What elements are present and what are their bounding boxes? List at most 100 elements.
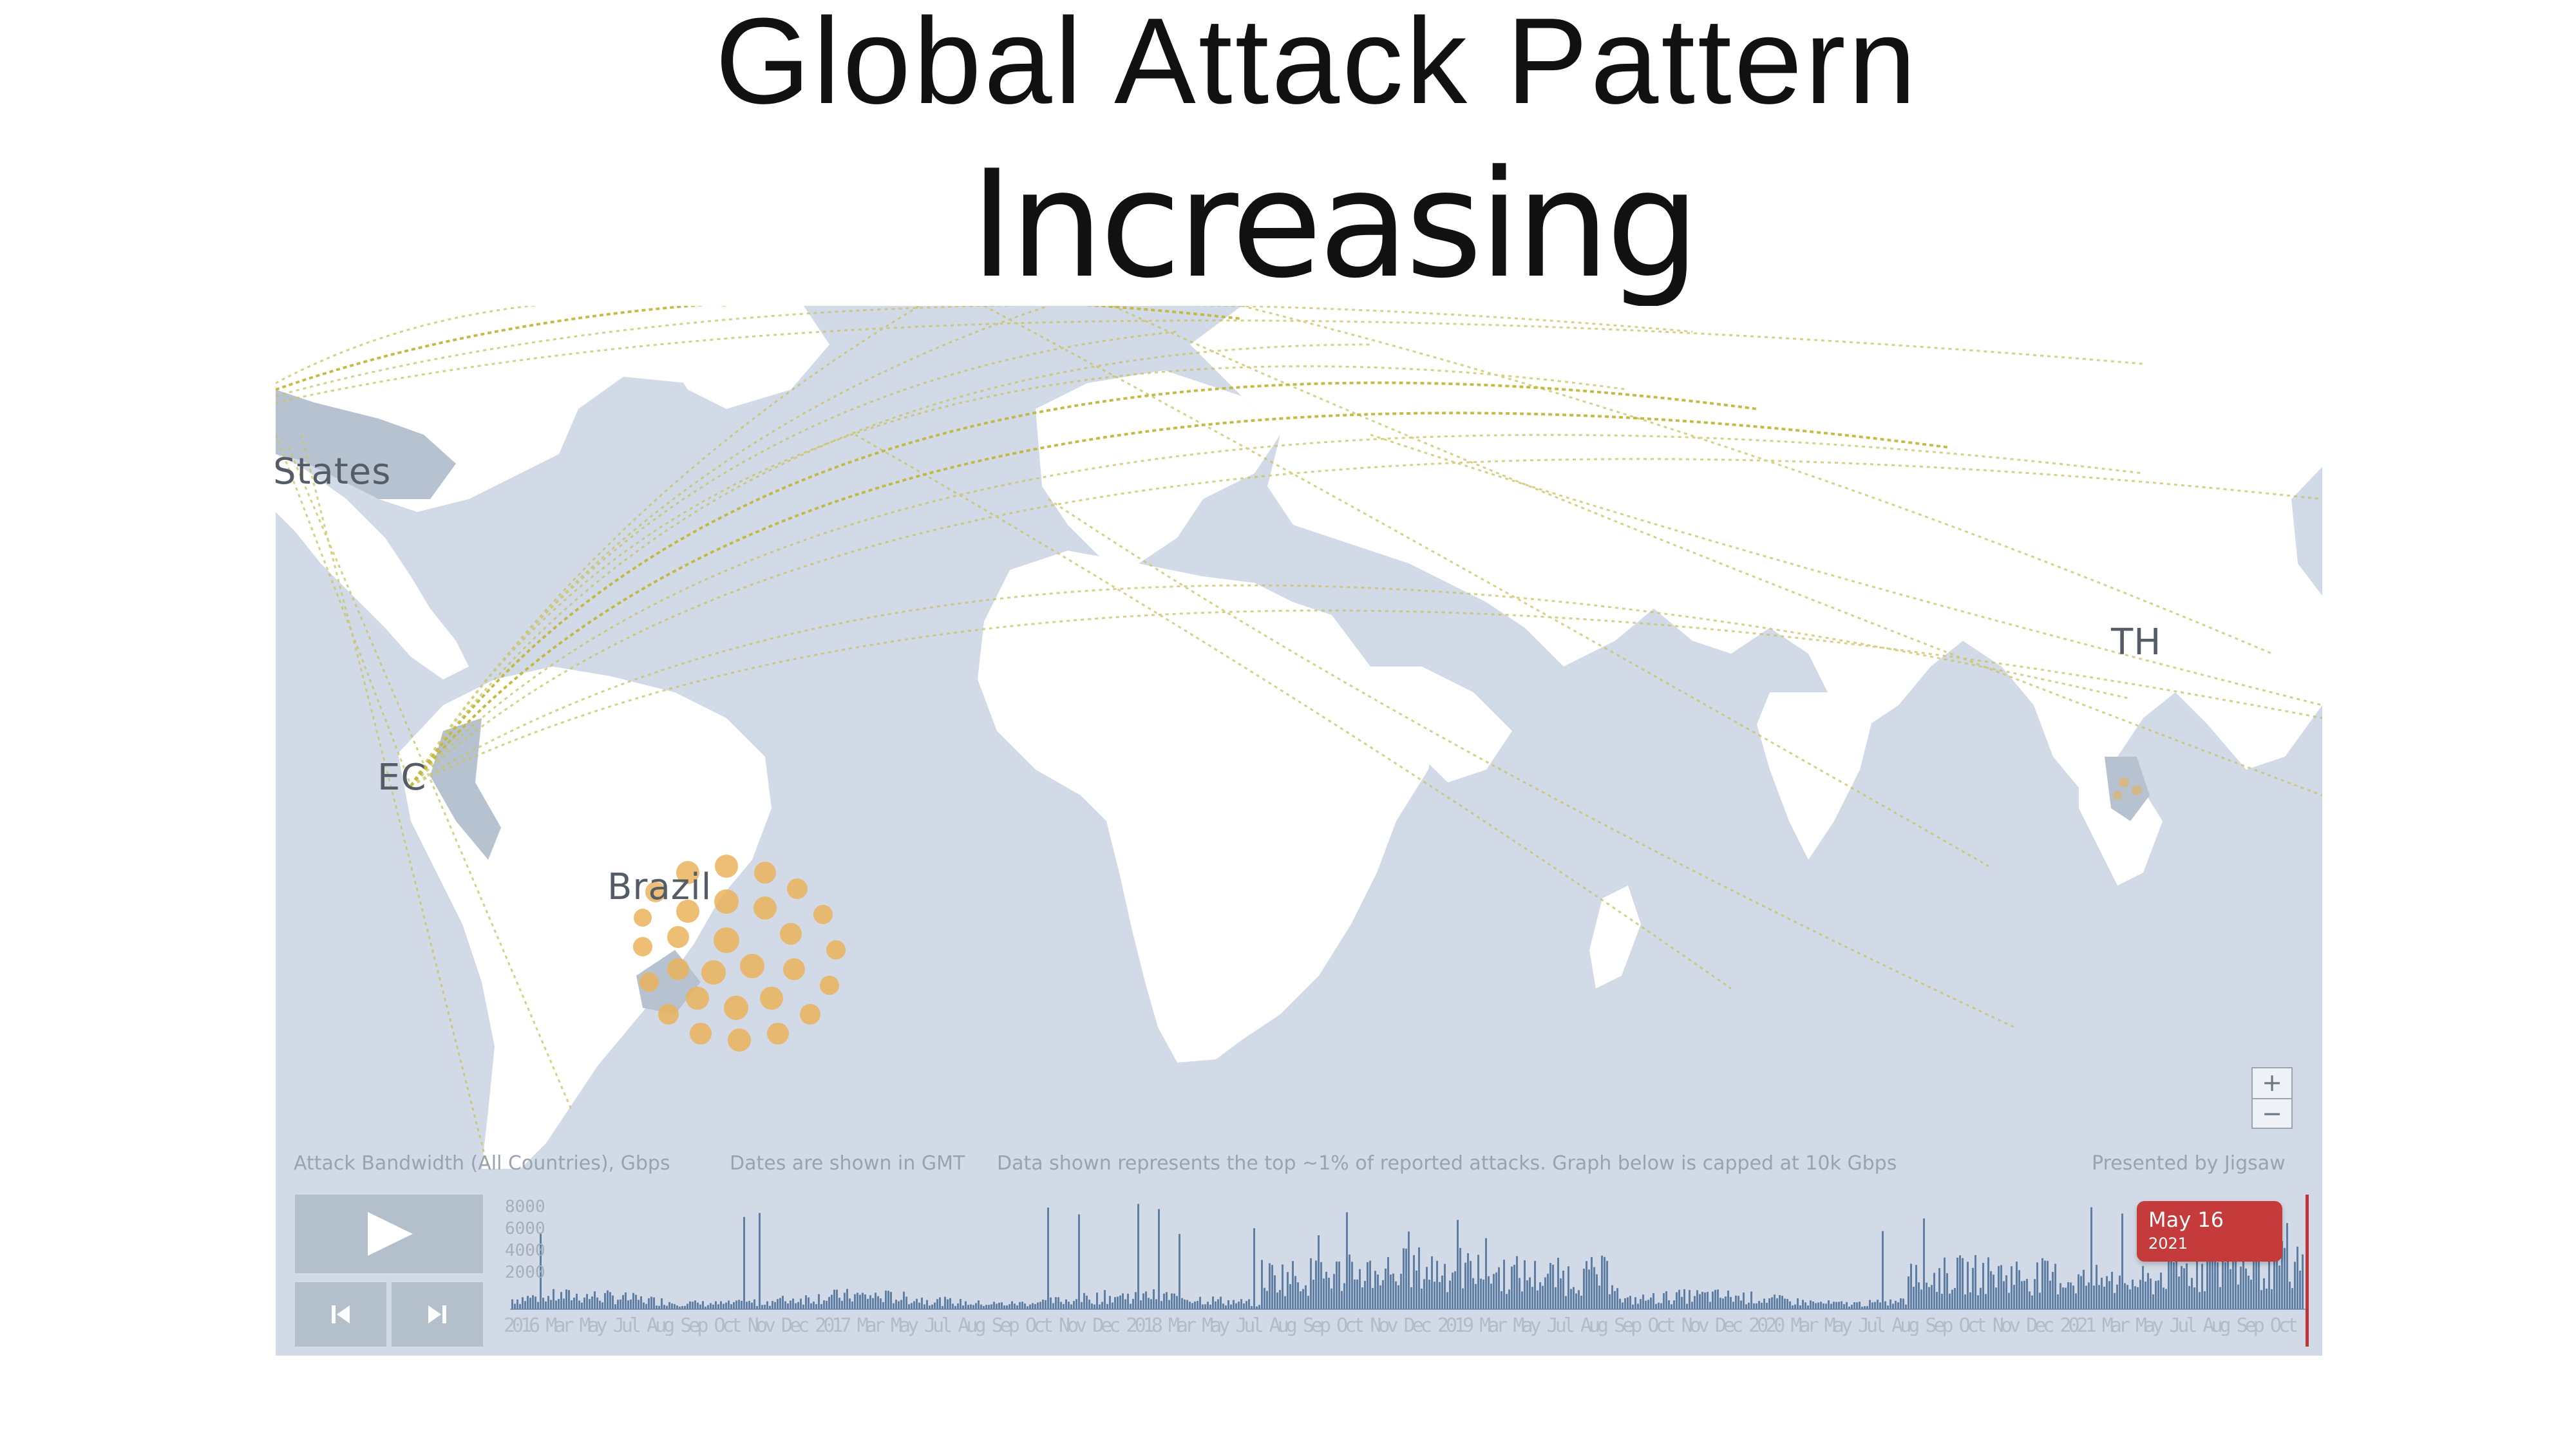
timeline-bar	[1629, 1296, 1631, 1309]
play-button[interactable]	[295, 1195, 483, 1273]
zoom-control: + −	[2251, 1067, 2293, 1129]
timeline-bar	[784, 1301, 786, 1309]
timeline-bar	[1318, 1235, 1320, 1309]
timeline-bar	[1771, 1297, 1773, 1309]
timeline-bar	[993, 1302, 995, 1309]
timeline-bar	[1449, 1280, 1451, 1309]
timeline-bar	[800, 1298, 802, 1309]
world-map[interactable]: States EC Brazil TH + −	[276, 306, 2322, 1169]
timeline-bar	[710, 1303, 712, 1309]
timeline-bar	[2101, 1277, 2103, 1309]
timeline-bar	[1828, 1300, 1830, 1309]
zoom-out-button[interactable]: −	[2262, 1099, 2282, 1128]
timeline-bar	[2044, 1260, 2046, 1309]
timeline-bar	[1019, 1302, 1021, 1309]
timeline-bar	[1109, 1296, 1111, 1309]
timeline-bar	[1748, 1302, 1750, 1309]
attack-timeline[interactable]: 8000 6000 4000 2000 2016 Mar May Jul Aug…	[502, 1195, 2322, 1356]
andes-highlight	[430, 718, 501, 860]
timeline-bar	[1864, 1306, 1866, 1309]
timeline-bar	[1954, 1288, 1956, 1309]
timeline-bar	[1797, 1298, 1799, 1309]
timeline-bar	[1333, 1274, 1335, 1309]
timeline-bar	[1655, 1303, 1657, 1309]
timeline-bar	[679, 1306, 681, 1309]
timeline-bar	[1570, 1289, 1572, 1309]
timeline-bar	[2060, 1283, 2061, 1309]
timeline-bar	[692, 1302, 694, 1309]
zoom-in-button[interactable]: +	[2253, 1068, 2291, 1099]
timeline-bar	[1529, 1277, 1531, 1309]
timeline-bar	[1689, 1290, 1690, 1309]
timeline-bar	[980, 1304, 982, 1309]
timeline-bar	[643, 1302, 645, 1309]
timeline-bar	[2018, 1270, 2020, 1309]
timeline-bar	[2013, 1285, 2015, 1309]
timeline-bar	[1802, 1300, 1804, 1309]
timeline-bar	[2132, 1279, 2134, 1309]
timeline-bar	[558, 1299, 560, 1309]
timeline-bar	[661, 1298, 663, 1309]
timeline-bar	[614, 1304, 616, 1309]
timeline-bar	[2041, 1258, 2043, 1309]
credit-link[interactable]: Presented by Jigsaw	[2092, 1152, 2286, 1175]
timeline-bar	[1392, 1273, 1394, 1309]
timeline-bar	[1593, 1267, 1595, 1309]
timeline-bar	[2188, 1285, 2190, 1309]
timeline-bar	[815, 1304, 817, 1309]
timeline-bar	[880, 1298, 882, 1309]
timeline-bar	[1869, 1300, 1871, 1309]
timeline-bar	[2237, 1284, 2239, 1309]
timeline-bar	[949, 1298, 951, 1309]
timeline-bar	[1804, 1302, 1806, 1309]
timeline-bar	[1936, 1292, 1938, 1309]
next-button[interactable]	[392, 1282, 483, 1347]
timeline-bar	[841, 1300, 843, 1309]
timeline-bar	[1843, 1304, 1845, 1309]
timeline-bar	[2155, 1280, 2157, 1309]
timeline-bar	[702, 1301, 704, 1309]
timeline-bar	[769, 1305, 771, 1309]
timeline-bar	[733, 1302, 735, 1309]
timeline-bar	[1895, 1300, 1897, 1309]
timeline-bar	[1882, 1231, 1884, 1309]
timeline-bar	[1078, 1214, 1080, 1309]
timeline-playhead[interactable]	[2306, 1195, 2309, 1347]
timeline-bar	[1841, 1301, 1842, 1309]
timeline-bar	[774, 1302, 776, 1309]
timeline-bar	[2217, 1262, 2219, 1309]
timeline-bar	[1980, 1287, 1982, 1309]
timeline-bar	[1735, 1295, 1737, 1309]
timeline-bar	[2031, 1295, 2033, 1309]
timeline-bar	[2103, 1286, 2105, 1309]
timeline-bar	[2160, 1273, 2162, 1309]
timeline-bar	[1944, 1257, 1946, 1309]
timeline-bar	[1591, 1256, 1593, 1309]
timeline-bar	[1472, 1278, 1474, 1309]
timeline-bar	[1521, 1291, 1523, 1309]
timeline-bar	[1011, 1301, 1013, 1309]
timeline-bar	[2057, 1294, 2059, 1309]
timeline-bar	[1016, 1305, 1018, 1309]
timeline-bar	[1006, 1305, 1008, 1309]
timeline-bar	[1756, 1303, 1757, 1309]
timeline-bar	[1467, 1253, 1469, 1309]
previous-button[interactable]	[295, 1282, 386, 1347]
timeline-bar	[1985, 1294, 1987, 1309]
timeline-bar	[638, 1300, 639, 1309]
timeline-bar	[578, 1300, 580, 1309]
timeline-bar	[1212, 1296, 1214, 1309]
timeline-bar	[1446, 1292, 1448, 1309]
timeline-bar	[1938, 1268, 1940, 1309]
timeline-bar	[1439, 1282, 1441, 1309]
timeline-bar	[1328, 1278, 1330, 1309]
timeline-bar	[1307, 1296, 1309, 1309]
timeline-bar	[1312, 1280, 1314, 1309]
timeline-bar	[1884, 1301, 1886, 1309]
timeline-bar	[715, 1301, 717, 1309]
timeline-bar	[1856, 1302, 1858, 1309]
timeline-bar	[1871, 1302, 1873, 1309]
timeline-bar	[694, 1300, 696, 1309]
timeline-bar	[1519, 1278, 1520, 1309]
timeline-bar	[1776, 1298, 1778, 1309]
